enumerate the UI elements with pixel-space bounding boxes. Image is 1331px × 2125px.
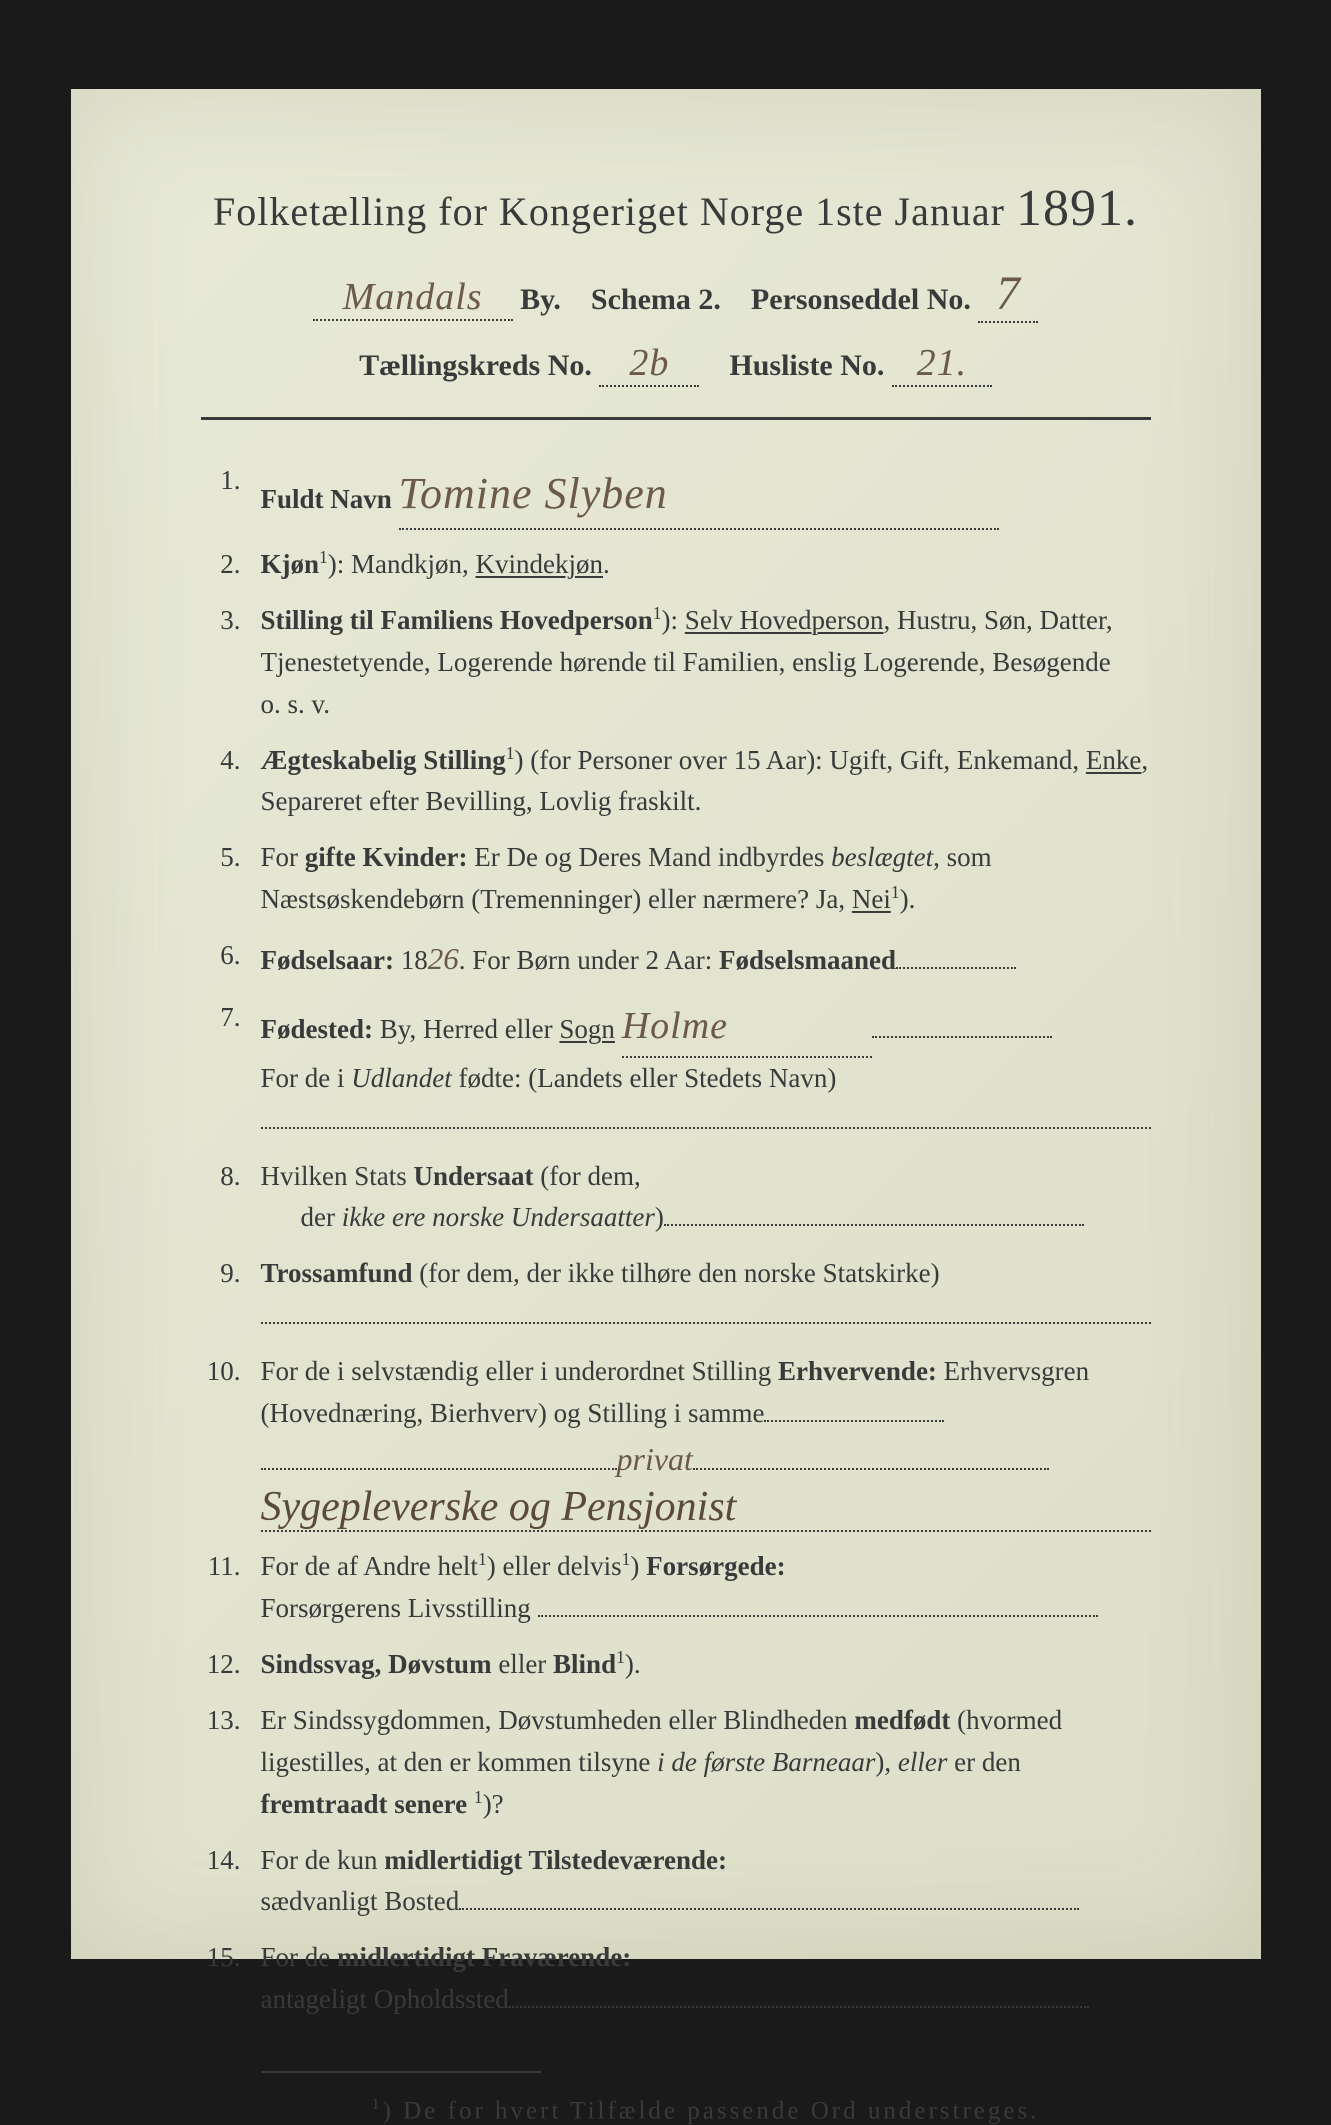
q7-birthplace-value: Holme (622, 1005, 728, 1047)
q2-text: ): Mandkjøn, (328, 549, 476, 579)
q14-label: midlertidigt Tilstedeværende: (384, 1845, 727, 1875)
item-number: 15. (201, 1937, 261, 2021)
item-number: 1. (201, 460, 261, 530)
item-10: 10. For de i selvstændig eller i underor… (201, 1351, 1151, 1532)
q14-sub: sædvanligt Bosted (261, 1886, 460, 1916)
personseddel-value: 7 (996, 267, 1021, 320)
footnote: 1) De for hvert Tilfælde passende Ord un… (261, 2095, 1151, 2125)
subheader-line-1: Mandals By. Schema 2. Personseddel No. 7 (201, 266, 1151, 323)
q9-label: Trossamfund (261, 1258, 413, 1288)
title-text: Folketælling for Kongeriget Norge 1ste J… (213, 189, 1005, 234)
q11-sub: Forsørgerens Livsstilling (261, 1593, 531, 1623)
item-number: 13. (201, 1700, 261, 1826)
title-year: 1891. (1016, 180, 1138, 237)
item-9: 9. Trossamfund (for dem, der ikke tilhør… (201, 1253, 1151, 1337)
q10-occupation-value: Sygepleverske og Pensjonist (261, 1484, 1151, 1532)
item-number: 3. (201, 600, 261, 726)
q10-label: Erhvervende: (778, 1356, 937, 1386)
q5-label: gifte Kvinder: (305, 842, 468, 872)
kreds-label: Tællingskreds No. (359, 349, 592, 382)
husliste-label: Husliste No. (729, 349, 884, 382)
q12-label: Sindssvag, Døvstum (261, 1649, 492, 1679)
q15-label: midlertidigt Fraværende: (337, 1942, 631, 1972)
by-label: By. (520, 283, 561, 316)
q7-label: Fødested: (261, 1014, 373, 1044)
item-number: 9. (201, 1253, 261, 1337)
q13-label: medfødt (854, 1705, 950, 1735)
q3-underlined: Selv Hovedperson (685, 605, 884, 635)
item-15: 15. For de midlertidigt Fraværende: anta… (201, 1937, 1151, 2021)
item-7: 7. Fødested: By, Herred eller Sogn Holme… (201, 997, 1151, 1142)
q2-underlined: Kvindekjøn (476, 549, 604, 579)
q6-label2: Fødselsmaaned (719, 945, 896, 975)
item-number: 10. (201, 1351, 261, 1532)
item-1: 1. Fuldt Navn Tomine Slyben (201, 460, 1151, 530)
q13-label2: fremtraadt senere (261, 1789, 468, 1819)
subheader-line-2: Tællingskreds No. 2b Husliste No. 21. (201, 341, 1151, 387)
q4-a: ) (for Personer over 15 Aar): Ugift, Gif… (515, 745, 1086, 775)
item-13: 13. Er Sindssygdommen, Døvstumheden elle… (201, 1700, 1151, 1826)
footnote-divider (261, 2071, 541, 2073)
q3-osv: o. s. v. (261, 689, 331, 719)
item-number: 12. (201, 1644, 261, 1686)
header-divider (201, 417, 1151, 420)
item-5: 5. For gifte Kvinder: Er De og Deres Man… (201, 837, 1151, 921)
q6-label: Fødselsaar: (261, 945, 394, 975)
q10-sup-value: privat (617, 1441, 693, 1477)
q4-label: Ægteskabelig Stilling (261, 745, 506, 775)
item-8: 8. Hvilken Stats Undersaat (for dem, der… (201, 1156, 1151, 1240)
item-4: 4. Ægteskabelig Stilling1) (for Personer… (201, 740, 1151, 824)
item-number: 11. (201, 1546, 261, 1630)
item-14: 14. For de kun midlertidigt Tilstedevære… (201, 1840, 1151, 1924)
q12-label2: Blind (553, 1649, 616, 1679)
item-12: 12. Sindssvag, Døvstum eller Blind1). (201, 1644, 1151, 1686)
by-value: Mandals (343, 276, 483, 318)
q4-underlined: Enke (1086, 745, 1141, 775)
footnote-text: ) De for hvert Tilfælde passende Ord und… (383, 2097, 1040, 2124)
item-number: 7. (201, 997, 261, 1142)
kreds-value: 2b (629, 342, 669, 384)
main-title: Folketælling for Kongeriget Norge 1ste J… (201, 179, 1151, 238)
q11-label: Forsørgede: (646, 1551, 785, 1581)
item-number: 4. (201, 740, 261, 824)
q5-underlined: Nei (852, 884, 891, 914)
q2-label: Kjøn (261, 549, 320, 579)
item-3: 3. Stilling til Familiens Hovedperson1):… (201, 600, 1151, 726)
item-number: 14. (201, 1840, 261, 1924)
q6-year-value: 26 (428, 941, 459, 976)
item-6: 6. Fødselsaar: 1826. For Børn under 2 Aa… (201, 935, 1151, 983)
schema-label: Schema 2. (591, 283, 721, 316)
item-number: 8. (201, 1156, 261, 1240)
husliste-value: 21. (917, 342, 968, 384)
q3-label: Stilling til Familiens Hovedperson (261, 605, 653, 635)
item-11: 11. For de af Andre helt1) eller delvis1… (201, 1546, 1151, 1630)
item-number: 6. (201, 935, 261, 983)
q8-label: Undersaat (414, 1161, 534, 1191)
item-number: 5. (201, 837, 261, 921)
item-2: 2. Kjøn1): Mandkjøn, Kvindekjøn. (201, 544, 1151, 586)
census-form-page: Folketælling for Kongeriget Norge 1ste J… (71, 89, 1261, 1959)
item-number: 2. (201, 544, 261, 586)
q1-value: Tomine Slyben (399, 469, 668, 518)
footnote-sup: 1 (372, 2095, 383, 2113)
personseddel-label: Personseddel No. (751, 283, 971, 316)
q15-sub: antageligt Opholdssted (261, 1984, 509, 2014)
q1-label: Fuldt Navn (261, 484, 392, 514)
